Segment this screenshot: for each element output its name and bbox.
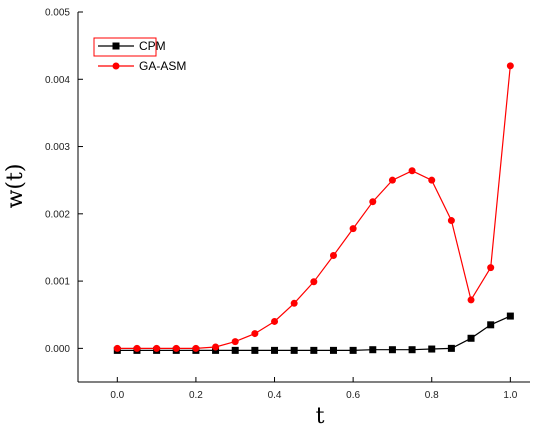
data-point bbox=[310, 278, 318, 286]
data-point bbox=[231, 346, 239, 354]
series-ga-asm bbox=[113, 62, 514, 352]
legend-highlight-box bbox=[93, 37, 157, 57]
plot-frame bbox=[77, 12, 530, 383]
data-point bbox=[212, 343, 220, 351]
data-point bbox=[153, 344, 161, 352]
data-point bbox=[329, 346, 337, 354]
y-axis-label: w(t) bbox=[3, 164, 28, 209]
data-point bbox=[192, 344, 200, 352]
data-point bbox=[369, 198, 377, 206]
x-tick-label: 0.2 bbox=[189, 390, 203, 401]
legend-marker bbox=[112, 62, 120, 70]
y-tick-label: 0.004 bbox=[45, 75, 70, 86]
data-point bbox=[467, 334, 475, 342]
series-layer bbox=[113, 62, 514, 354]
data-point bbox=[388, 346, 396, 354]
x-tick-label: 0.4 bbox=[268, 390, 282, 401]
data-point bbox=[172, 344, 180, 352]
y-tick-label: 0.005 bbox=[45, 8, 70, 19]
data-point bbox=[310, 346, 318, 354]
data-point bbox=[349, 225, 357, 233]
data-point bbox=[467, 296, 475, 304]
data-point bbox=[271, 317, 279, 325]
legend-item-cpm: CPM bbox=[98, 39, 166, 53]
data-point bbox=[408, 346, 416, 354]
data-point bbox=[271, 346, 279, 354]
data-point bbox=[408, 167, 416, 175]
data-point bbox=[251, 330, 259, 338]
legend-label: CPM bbox=[139, 39, 166, 53]
data-point bbox=[447, 344, 455, 352]
data-point bbox=[251, 346, 259, 354]
data-point bbox=[290, 299, 298, 307]
x-tick-label: 0.8 bbox=[425, 390, 439, 401]
data-point bbox=[369, 346, 377, 354]
y-tick-label: 0.001 bbox=[45, 277, 70, 288]
legend-marker bbox=[112, 42, 120, 50]
data-point bbox=[231, 338, 239, 346]
data-point bbox=[329, 252, 337, 260]
y-tick-label: 0.000 bbox=[45, 344, 70, 355]
axis-ticks: 0.000 0.001 0.002 0.003 0.004 0.005 0.0 0.2 0.4 0… bbox=[45, 8, 518, 402]
data-point bbox=[388, 176, 396, 184]
data-point bbox=[506, 62, 514, 70]
data-point bbox=[133, 344, 141, 352]
x-tick-label: 0.6 bbox=[346, 390, 360, 401]
series-line-ga-asm bbox=[117, 65, 511, 349]
data-point bbox=[113, 344, 121, 352]
y-tick-label: 0.002 bbox=[45, 209, 70, 220]
data-point bbox=[349, 346, 357, 354]
data-point bbox=[447, 217, 455, 225]
x-axis-label: t bbox=[316, 404, 325, 429]
data-point bbox=[290, 346, 298, 354]
data-point bbox=[487, 321, 495, 329]
legend-label: GA-ASM bbox=[139, 59, 186, 73]
data-point bbox=[487, 264, 495, 272]
data-point bbox=[506, 312, 514, 320]
x-tick-label: 1.0 bbox=[503, 390, 517, 401]
legend-item-ga-asm: GA-ASM bbox=[98, 59, 186, 73]
x-tick-label: 0.0 bbox=[110, 390, 124, 401]
legend: CPM GA-ASM bbox=[93, 37, 186, 73]
data-point bbox=[428, 345, 436, 353]
y-tick-label: 0.003 bbox=[45, 142, 70, 153]
data-point bbox=[428, 176, 436, 184]
